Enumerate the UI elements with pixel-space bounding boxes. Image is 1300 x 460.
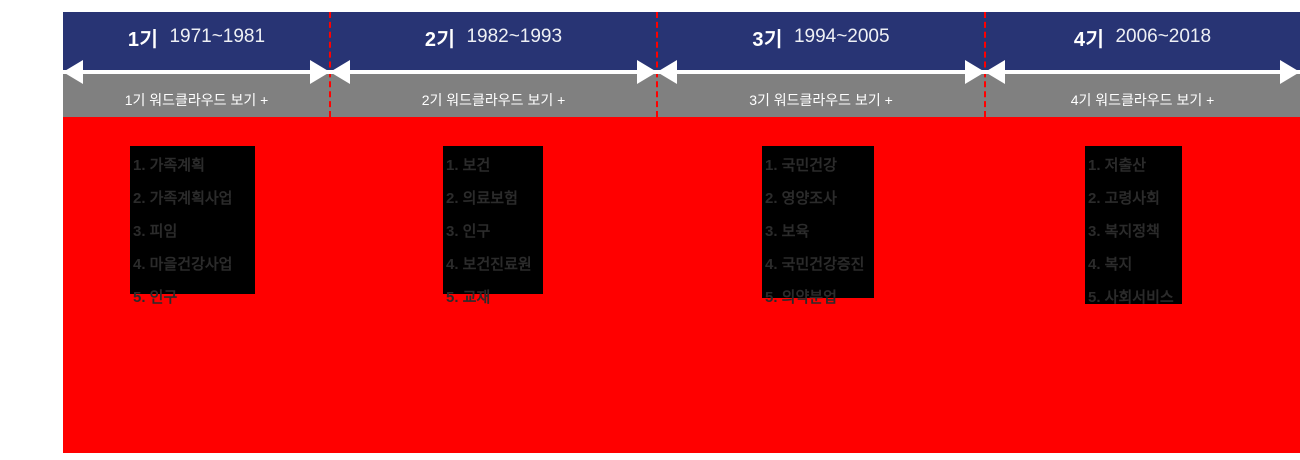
period-3-label: 3기	[752, 28, 783, 51]
keyword-item: 5. 인구	[133, 289, 178, 306]
period-4-header: 4기 2006~2018	[985, 12, 1300, 72]
period-1-header: 1기 1971~1981	[63, 12, 330, 72]
period-2-keyword-list: 1. 보건 2. 의료보험 3. 인구 4. 보건진료원 5. 교재	[443, 146, 543, 306]
period-section-3: 3기 1994~2005 3기 워드클라우드 보기 +	[657, 12, 985, 117]
period-4-range: 2006~2018	[1115, 26, 1212, 47]
keyword-item: 5. 교재	[446, 289, 491, 306]
keyword-item: 3. 보육	[765, 223, 810, 240]
keyword-item: 1. 보건	[446, 157, 491, 174]
period-3-keyword-list: 1. 국민건강 2. 영양조사 3. 보육 4. 국민건강증진 5. 의약분업	[762, 146, 874, 306]
right-arrowhead-icon	[637, 60, 657, 84]
keyword-item: 4. 국민건강증진	[765, 256, 865, 273]
keyword-item: 3. 인구	[446, 223, 491, 240]
period-1-range: 1971~1981	[169, 26, 266, 47]
period-1-arrow-shaft	[63, 70, 330, 74]
period-2-header: 2기 1982~1993	[330, 12, 657, 72]
period-1-label: 1기	[127, 28, 159, 51]
period-2-wordcloud-button[interactable]: 2기 워드클라우드 보기 +	[330, 72, 657, 117]
period-2-label: 2기	[424, 28, 456, 51]
left-arrowhead-icon	[985, 60, 1005, 84]
keyword-item: 4. 마을건강사업	[133, 256, 233, 273]
keyword-item: 1. 가족계획	[133, 157, 205, 174]
keyword-item: 2. 영양조사	[765, 190, 837, 207]
right-arrowhead-icon	[310, 60, 330, 84]
period-1-wordcloud-button[interactable]: 1기 워드클라우드 보기 +	[63, 72, 330, 117]
keyword-item: 3. 복지정책	[1088, 223, 1160, 240]
period-3-header: 3기 1994~2005	[657, 12, 985, 72]
period-section-2: 2기 1982~1993 2기 워드클라우드 보기 +	[330, 12, 657, 117]
period-3-arrow-shaft	[657, 70, 985, 74]
keyword-item: 1. 국민건강	[765, 157, 837, 174]
keyword-item: 2. 의료보험	[446, 190, 518, 207]
left-arrowhead-icon	[657, 60, 677, 84]
keyword-item: 4. 보건진료원	[446, 256, 532, 273]
period-3-wordcloud-button[interactable]: 3기 워드클라우드 보기 +	[657, 72, 985, 117]
keyword-item: 3. 피임	[133, 223, 178, 240]
period-4-label: 4기	[1073, 28, 1105, 51]
keyword-item: 4. 복지	[1088, 256, 1133, 273]
right-arrowhead-icon	[965, 60, 985, 84]
left-arrowhead-icon	[330, 60, 350, 84]
right-arrowhead-icon	[1280, 60, 1300, 84]
keyword-item: 5. 사회서비스	[1088, 289, 1174, 306]
period-2-range: 1982~1993	[466, 26, 563, 47]
left-arrowhead-icon	[63, 60, 83, 84]
period-4-wordcloud-button[interactable]: 4기 워드클라우드 보기 +	[985, 72, 1300, 117]
keyword-item: 2. 고령사회	[1088, 190, 1160, 207]
period-section-1: 1기 1971~1981 1기 워드클라우드 보기 +	[63, 12, 330, 117]
keyword-item: 5. 의약분업	[765, 289, 837, 306]
period-4-keyword-list: 1. 저출산 2. 고령사회 3. 복지정책 4. 복지 5. 사회서비스	[1085, 146, 1182, 306]
period-3-range: 1994~2005	[793, 26, 890, 47]
keyword-item: 2. 가족계획사업	[133, 190, 233, 207]
keyword-item: 1. 저출산	[1088, 157, 1147, 174]
period-2-arrow-shaft	[330, 70, 657, 74]
period-4-arrow-shaft	[985, 70, 1300, 74]
period-1-keyword-list: 1. 가족계획 2. 가족계획사업 3. 피임 4. 마을건강사업 5. 인구	[130, 146, 255, 306]
period-section-4: 4기 2006~2018 4기 워드클라우드 보기 +	[985, 12, 1300, 117]
